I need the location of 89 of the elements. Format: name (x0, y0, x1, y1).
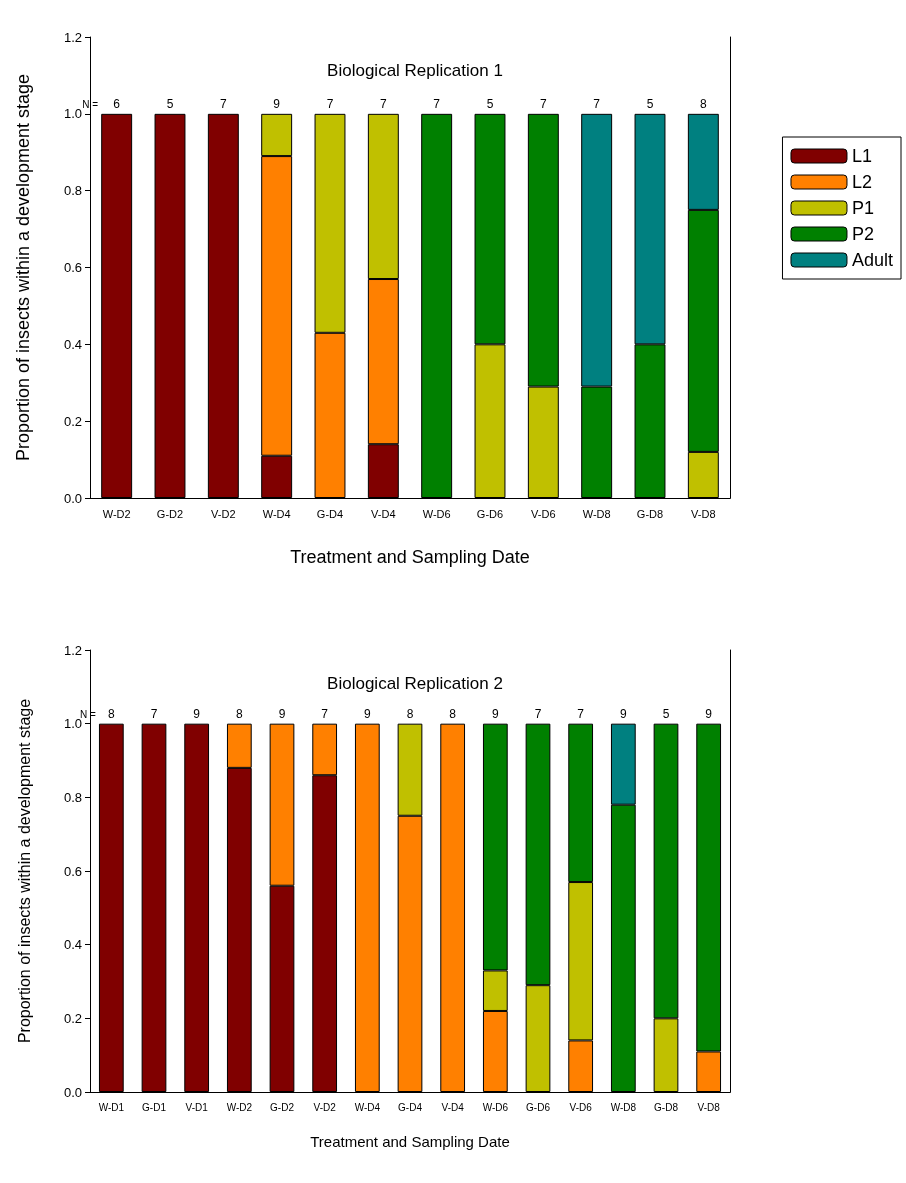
y-tick-label: 0.8 (63, 183, 82, 199)
bar (421, 113, 453, 498)
x-tick-label: W-D6 (422, 507, 451, 520)
x-tick-label: G-D4 (398, 1101, 423, 1113)
legend-label: L2 (851, 172, 872, 192)
bar (98, 723, 124, 1092)
y-tick-label: 0.2 (63, 1010, 82, 1026)
annotation: 9 (273, 96, 281, 111)
y-axis-title: Proportion of insects within a development stage (13, 73, 33, 462)
annotation: 7 (534, 706, 542, 721)
annotation: 6 (113, 96, 121, 111)
annotation: 8 (699, 96, 707, 111)
x-tick-label: W-D4 (354, 1101, 381, 1113)
annotation: 5 (646, 96, 654, 111)
bar (141, 723, 167, 1092)
y-tick-label: 1.2 (63, 29, 82, 45)
annotation: 7 (150, 706, 158, 721)
annotation: N = (82, 99, 99, 111)
x-tick-label: G-D6 (526, 1101, 551, 1113)
x-tick-label: G-D2 (156, 507, 184, 520)
x-tick-label: W-D1 (98, 1101, 125, 1113)
text: Biological Replication 1 (327, 61, 503, 80)
annotation: 5 (662, 706, 670, 721)
text: Biological Replication 2 (327, 674, 503, 693)
y-tick-label: 0.6 (63, 260, 82, 275)
annotation: 8 (406, 706, 414, 721)
bar (207, 113, 239, 498)
x-tick-label: W-D8 (582, 507, 611, 520)
annotation: 5 (486, 96, 494, 111)
x-tick-label: W-D2 (102, 507, 131, 520)
bar (440, 723, 466, 1092)
x-tick-label: W-D6 (482, 1101, 509, 1113)
x-tick-label: V-D2 (313, 1101, 337, 1113)
legend-label: P1 (851, 198, 874, 218)
annotation: 7 (577, 706, 585, 721)
legend-label: L1 (851, 146, 872, 166)
bar (354, 723, 380, 1092)
annotation: 7 (321, 706, 329, 721)
annotation: 9 (193, 706, 201, 721)
y-tick-label: 1.2 (63, 642, 82, 658)
y-tick-label: 0.8 (63, 789, 82, 805)
x-tick-label: W-D8 (610, 1101, 637, 1113)
x-tick-label: V-D4 (371, 507, 396, 520)
annotation: 7 (539, 96, 547, 111)
annotation: 7 (593, 96, 601, 111)
y-tick-label: 0.4 (63, 336, 82, 352)
annotation: 9 (278, 706, 286, 721)
y-axis-title: Proportion of insects within a development stage (15, 698, 33, 1044)
y-tick-label: 1.0 (63, 106, 82, 122)
x-axis-title: Treatment and Sampling Date (290, 547, 530, 567)
x-tick-label: G-D8 (654, 1101, 679, 1113)
annotation: 8 (449, 706, 457, 721)
y-tick-label: 1.0 (63, 716, 82, 732)
y-tick-label: 0.0 (63, 490, 82, 506)
x-tick-label: W-D2 (226, 1101, 253, 1113)
annotation: 7 (379, 96, 387, 111)
x-tick-label: V-D6 (569, 1101, 593, 1113)
x-tick-label: G-D1 (142, 1101, 167, 1113)
x-tick-label: G-D6 (476, 507, 504, 520)
bar (154, 113, 186, 498)
bar (101, 113, 133, 498)
x-tick-label: V-D4 (441, 1101, 465, 1113)
x-tick-label: G-D2 (270, 1101, 295, 1113)
x-tick-label: V-D8 (691, 507, 716, 520)
x-tick-label: G-D4 (316, 507, 344, 520)
annotation: 5 (166, 96, 174, 111)
annotation: 7 (433, 96, 441, 111)
y-tick-label: 0.6 (63, 863, 82, 879)
annotation: 9 (619, 706, 627, 721)
legend-label: Adult (851, 250, 893, 270)
annotation: 9 (705, 706, 713, 721)
x-tick-label: V-D1 (185, 1101, 209, 1113)
annotation: 7 (219, 96, 227, 111)
y-tick-label: 0.4 (63, 937, 82, 953)
bar (184, 723, 210, 1092)
annotation: 8 (107, 706, 115, 721)
annotation: 9 (363, 706, 371, 721)
x-axis-title: Treatment and Sampling Date (310, 1133, 510, 1150)
x-tick-label: V-D6 (531, 507, 556, 520)
annotation: 7 (326, 96, 334, 111)
y-tick-label: 0.0 (63, 1084, 82, 1100)
x-tick-label: G-D8 (636, 507, 664, 520)
legend-label: P2 (851, 224, 874, 244)
annotation: 8 (235, 706, 243, 721)
y-tick-label: 0.2 (63, 413, 82, 429)
x-tick-label: W-D4 (262, 507, 291, 520)
x-tick-label: V-D8 (697, 1101, 721, 1113)
x-tick-label: V-D2 (211, 507, 236, 520)
annotation: 9 (491, 706, 499, 721)
